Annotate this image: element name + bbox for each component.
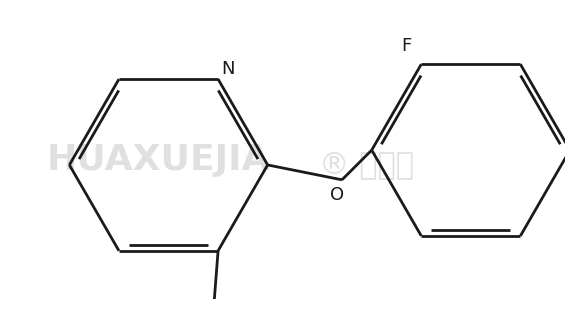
Text: N: N (221, 60, 234, 78)
Text: HUAXUEJIA: HUAXUEJIA (47, 143, 271, 177)
Text: F: F (401, 37, 411, 55)
Text: O: O (330, 186, 344, 204)
Text: ® 化学加: ® 化学加 (319, 150, 414, 180)
